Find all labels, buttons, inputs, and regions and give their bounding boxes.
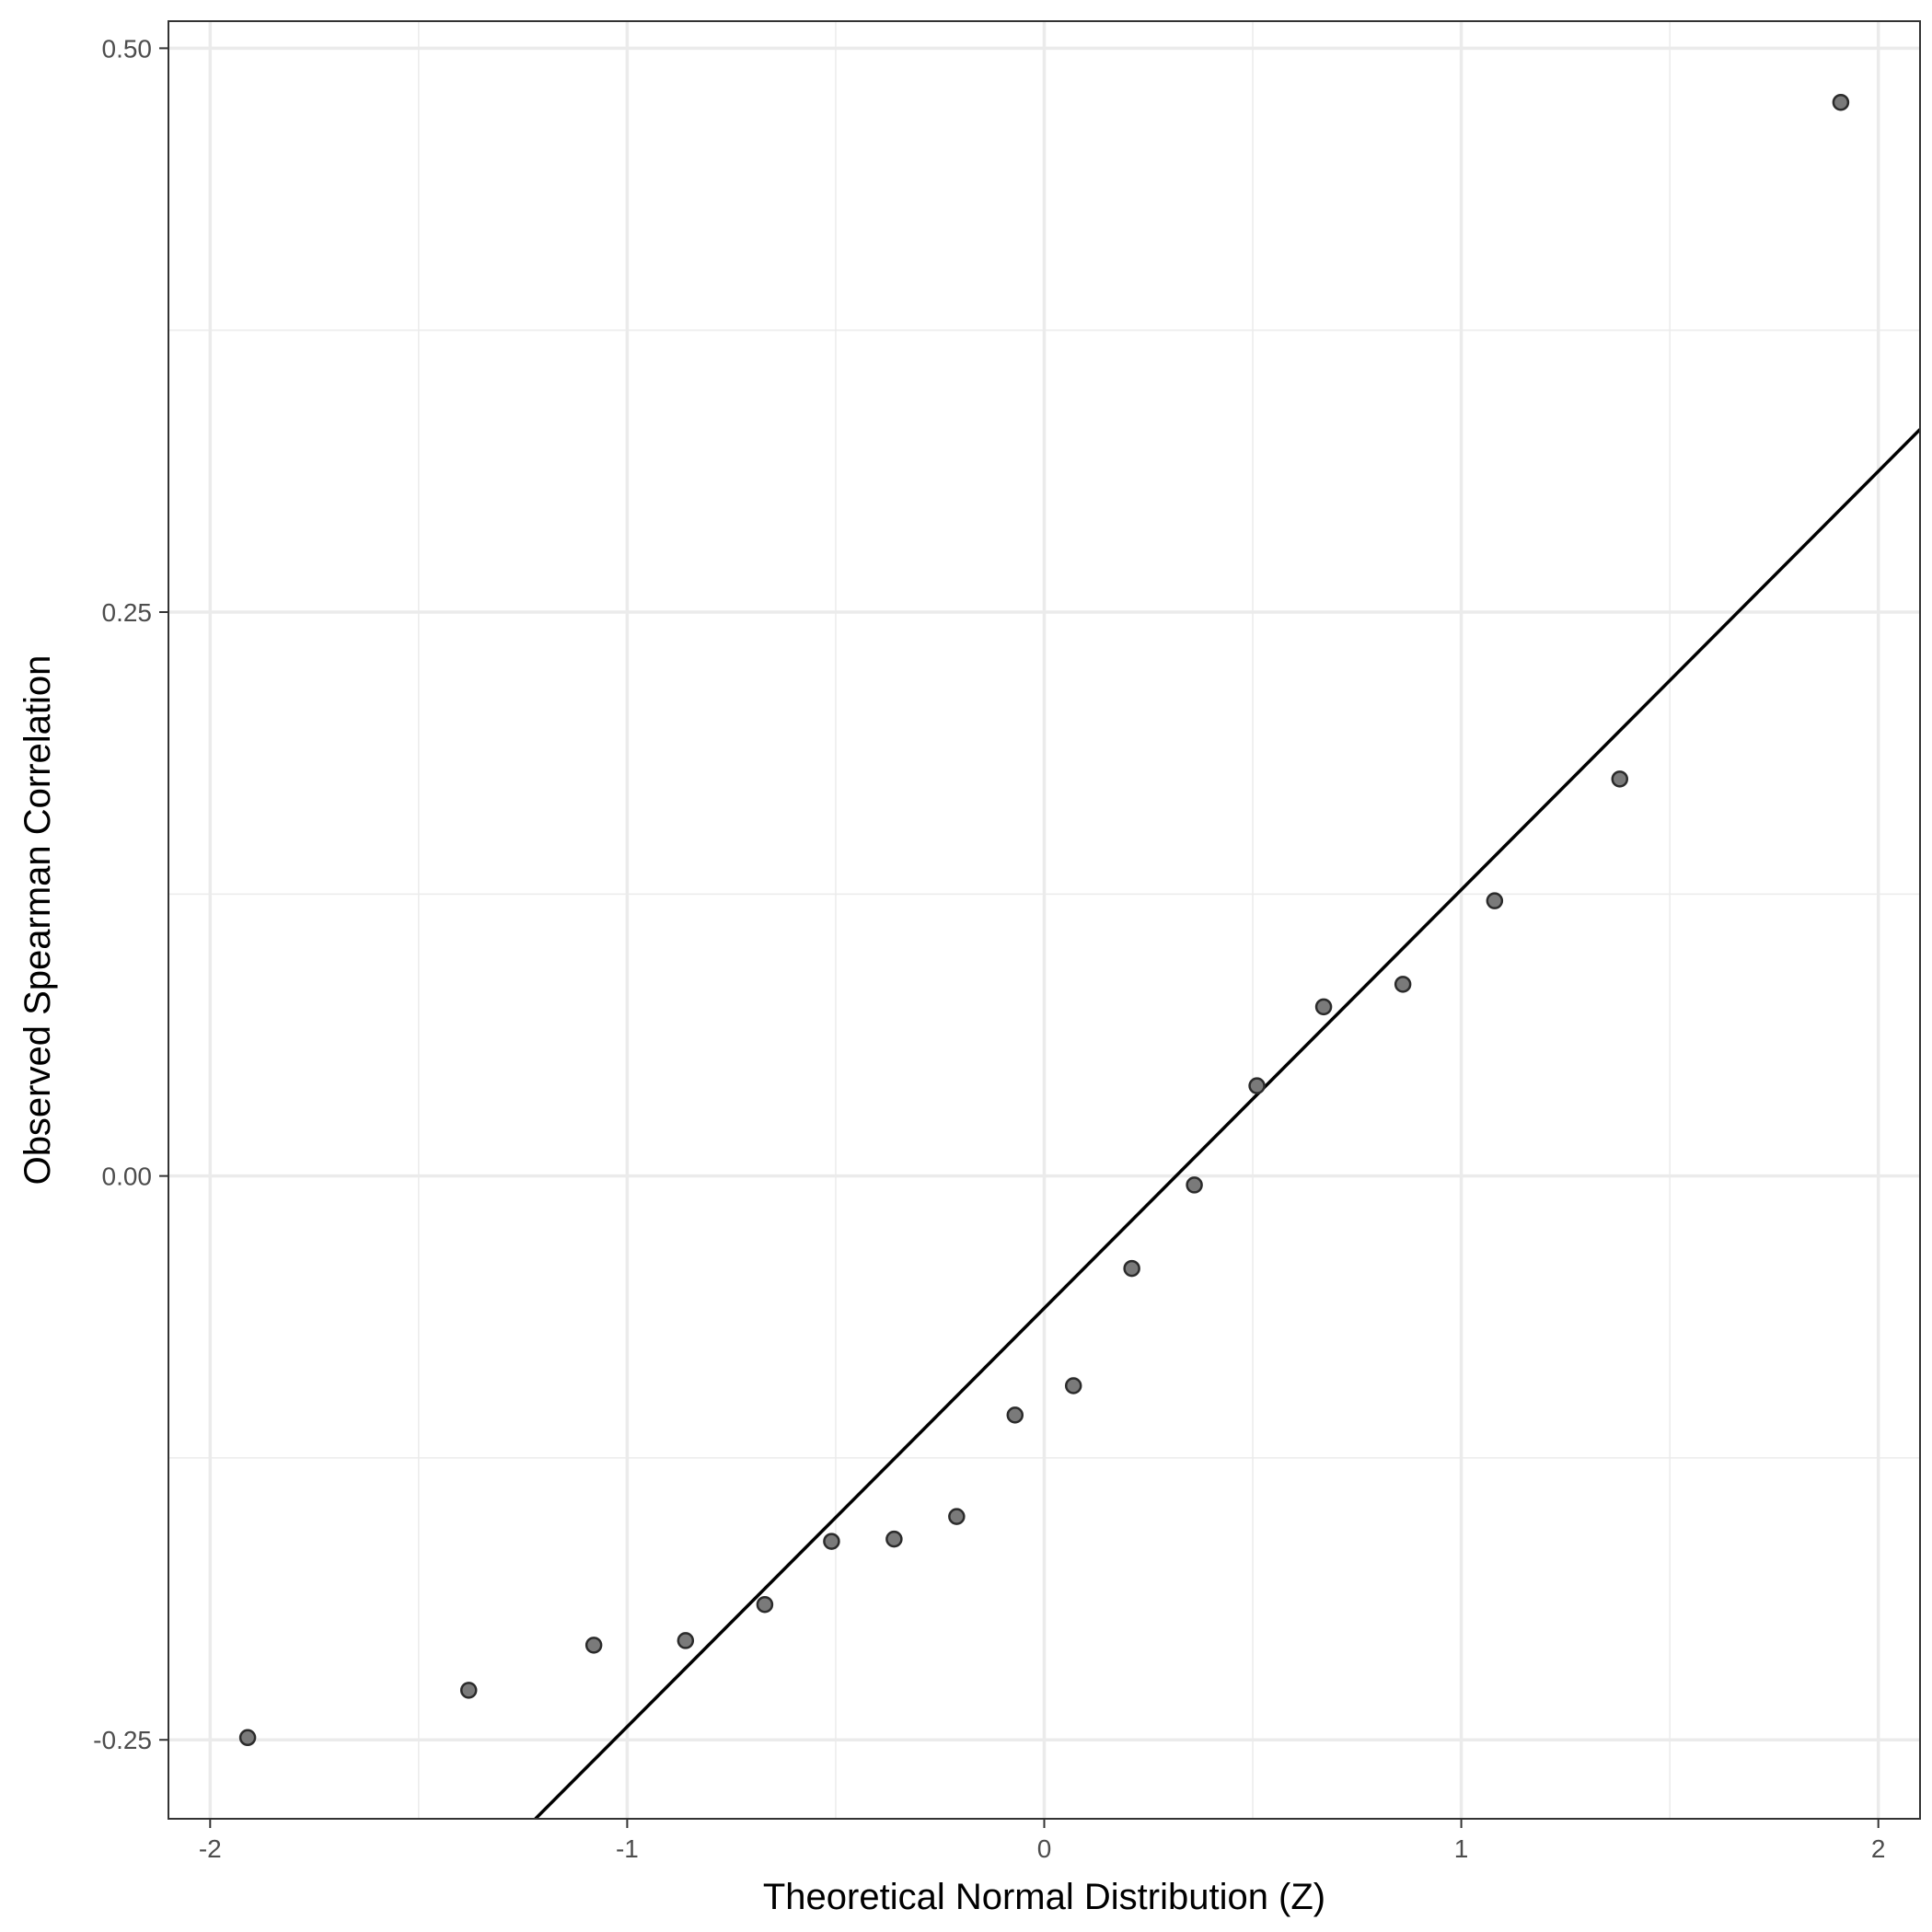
x-tick-label: 1 xyxy=(1454,1834,1469,1863)
data-point xyxy=(1123,1259,1140,1278)
data-point xyxy=(823,1533,840,1550)
data-points xyxy=(238,93,1850,1747)
major-gridlines xyxy=(168,21,1920,1819)
reference-line xyxy=(534,428,1920,1819)
data-point xyxy=(1064,1377,1082,1394)
reference-line-layer xyxy=(534,428,1920,1819)
y-tick-label: 0.25 xyxy=(102,598,153,627)
data-point xyxy=(756,1595,774,1614)
data-point xyxy=(1006,1406,1024,1424)
data-point xyxy=(1486,892,1504,909)
data-point xyxy=(677,1632,695,1649)
y-axis-title: Observed Spearman Correlation xyxy=(17,655,58,1186)
data-point xyxy=(948,1508,966,1525)
data-point xyxy=(1186,1176,1203,1194)
x-axis: -2 -1 0 1 2 xyxy=(199,1819,1886,1863)
y-tick-label: 0.50 xyxy=(102,34,153,63)
data-point xyxy=(459,1682,478,1699)
data-point xyxy=(1248,1077,1266,1094)
data-point xyxy=(1611,770,1629,788)
x-axis-title: Theoretical Normal Distribution (Z) xyxy=(763,1877,1325,1917)
x-tick-label: 2 xyxy=(1871,1834,1886,1863)
data-point xyxy=(1314,998,1333,1016)
data-point xyxy=(1832,93,1850,111)
x-tick-label: -2 xyxy=(199,1834,222,1863)
y-tick-label: 0.00 xyxy=(102,1163,153,1191)
data-point xyxy=(584,1637,603,1654)
data-point xyxy=(1394,976,1412,993)
y-axis: -0.25 0.00 0.25 0.50 xyxy=(93,34,168,1754)
y-tick-label: -0.25 xyxy=(93,1726,152,1754)
x-tick-label: -1 xyxy=(616,1834,639,1863)
data-point xyxy=(885,1530,903,1548)
x-tick-label: 0 xyxy=(1037,1834,1052,1863)
data-point xyxy=(238,1729,257,1747)
